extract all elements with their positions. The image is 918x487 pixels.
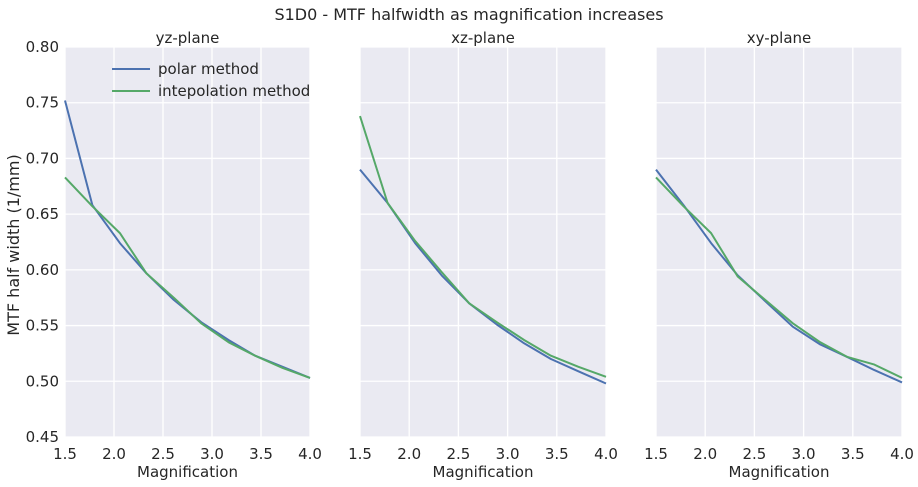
- x-axis-label: Magnification: [433, 463, 534, 481]
- x-tick-label: 1.5: [53, 445, 77, 463]
- x-axis-label: Magnification: [729, 463, 830, 481]
- x-tick-label: 4.0: [298, 445, 322, 463]
- panel-title: yz-plane: [156, 29, 220, 47]
- series-line-polar: [655, 168, 903, 384]
- panel-1: 1.5 2.0 2.5 3.0 3.5 4.0 0.45 0.50 0.55 0.60 0.65 0.…: [26, 29, 322, 481]
- series-line-interp: [359, 115, 607, 378]
- x-tick-label: 3.0: [200, 445, 224, 463]
- x-tick-label: 4.0: [594, 445, 618, 463]
- y-axis-label: MTF half width (1/mm): [4, 154, 23, 335]
- x-tick-label: 3.5: [841, 445, 865, 463]
- x-tick-label: 3.5: [545, 445, 569, 463]
- x-tick-label: 2.0: [693, 445, 717, 463]
- plot-area: [360, 47, 606, 437]
- y-tick-label: 0.55: [26, 317, 59, 335]
- x-tick-label: 2.5: [742, 445, 766, 463]
- series-line-interp: [64, 176, 311, 379]
- plot-area: [65, 47, 310, 437]
- legend-label: intepolation method: [158, 82, 310, 100]
- figure-title: S1D0 - MTF halfwidth as magnification in…: [274, 5, 663, 24]
- x-tick-label: 2.5: [446, 445, 470, 463]
- x-tick-label: 3.0: [792, 445, 816, 463]
- panel-2: 1.5 2.0 2.5 3.0 3.5 4.0 xz-plane Magnification: [348, 29, 618, 481]
- x-tick-label: 1.5: [644, 445, 668, 463]
- y-tick-label: 0.50: [26, 372, 59, 390]
- panel-title: xz-plane: [451, 29, 515, 47]
- y-tick-label: 0.60: [26, 261, 59, 279]
- y-tick-label: 0.75: [26, 94, 59, 112]
- x-tick-label: 2.0: [397, 445, 421, 463]
- x-tick-label: 2.0: [102, 445, 126, 463]
- x-tick-label: 4.0: [890, 445, 914, 463]
- x-tick-label: 3.0: [496, 445, 520, 463]
- legend-label: polar method: [158, 60, 259, 78]
- panels: 1.5 2.0 2.5 3.0 3.5 4.0 0.45 0.50 0.55 0.60 0.65 0.…: [26, 29, 914, 481]
- x-tick-label: 3.5: [249, 445, 273, 463]
- series-line-interp: [655, 176, 903, 379]
- plot-area: [656, 47, 902, 437]
- y-tick-label: 0.45: [26, 428, 59, 446]
- legend: polar method intepolation method: [112, 60, 310, 100]
- x-axis-label: Magnification: [137, 463, 238, 481]
- y-tick-label: 0.65: [26, 205, 59, 223]
- y-tick-label: 0.80: [26, 38, 59, 56]
- x-tick-label: 2.5: [151, 445, 175, 463]
- panel-title: xy-plane: [747, 29, 812, 47]
- panel-3: 1.5 2.0 2.5 3.0 3.5 4.0 xy-plane Magnification: [644, 29, 914, 481]
- x-tick-label: 1.5: [348, 445, 372, 463]
- y-tick-label: 0.70: [26, 149, 59, 167]
